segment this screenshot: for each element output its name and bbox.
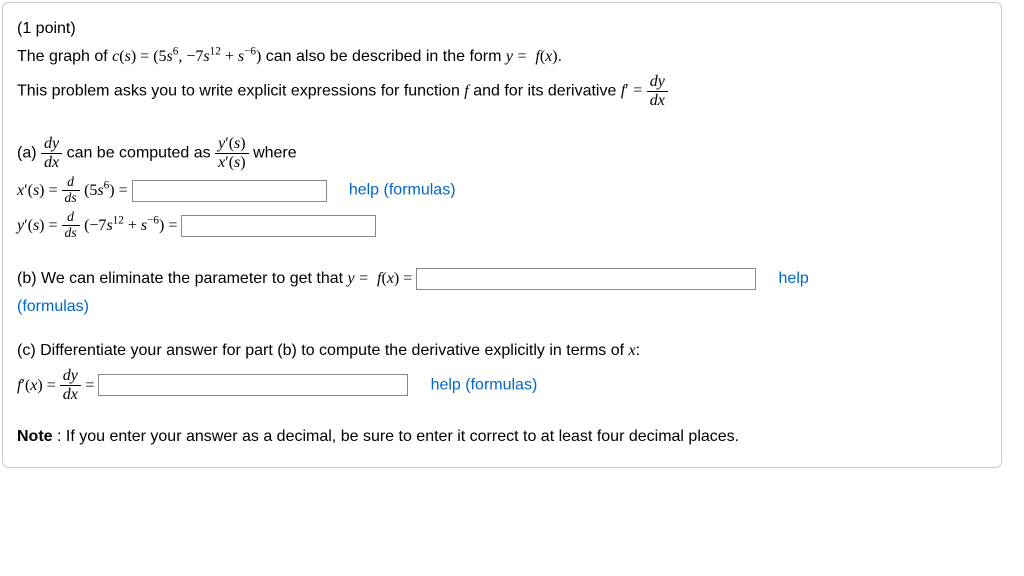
text: can be computed as <box>67 145 216 162</box>
xprime-line: x′(s) = dds (5s6) = help (formulas) <box>17 175 987 206</box>
text: (b) We can eliminate the parameter to ge… <box>17 270 348 287</box>
help-link-a1[interactable]: help (formulas) <box>349 182 456 199</box>
text: can also be described in the form <box>266 48 506 65</box>
xprime-input[interactable] <box>132 180 327 202</box>
text: (a) <box>17 145 41 162</box>
part-a-line: (a) dydx can be computed as y′(s)x′(s) w… <box>17 135 987 171</box>
help-link-c[interactable]: help (formulas) <box>431 377 538 394</box>
text: : <box>636 342 640 359</box>
part-b-formulas: (formulas) <box>17 295 987 319</box>
fx-input[interactable] <box>416 268 756 290</box>
problem-card: (1 point) The graph of c(s) = (5s6, −7s1… <box>2 2 1002 468</box>
fprime-input[interactable] <box>98 374 408 396</box>
text: where <box>253 145 297 162</box>
points-label: (1 point) <box>17 17 987 41</box>
part-c-line2: f′(x) = dydx = help (formulas) <box>17 367 987 403</box>
text: and for its derivative <box>473 82 621 99</box>
note-body: : If you enter your answer as a decimal,… <box>53 428 740 445</box>
intro-line-1: The graph of c(s) = (5s6, −7s12 + s−6) c… <box>17 45 987 69</box>
text: The graph of <box>17 48 112 65</box>
yprime-input[interactable] <box>181 215 376 237</box>
note-line: Note : If you enter your answer as a dec… <box>17 425 987 449</box>
text: (c) Differentiate your answer for part (… <box>17 342 629 359</box>
intro-line-2: This problem asks you to write explicit … <box>17 73 987 109</box>
yprime-line: y′(s) = dds (−7s12 + s−6) = <box>17 210 987 241</box>
help-link-b2[interactable]: (formulas) <box>17 298 89 315</box>
part-c-line1: (c) Differentiate your answer for part (… <box>17 339 987 363</box>
text: . <box>558 48 562 65</box>
note-label: Note <box>17 428 53 445</box>
text: This problem asks you to write explicit … <box>17 82 464 99</box>
help-link-b[interactable]: help <box>779 270 809 287</box>
part-b-line: (b) We can eliminate the parameter to ge… <box>17 267 987 291</box>
